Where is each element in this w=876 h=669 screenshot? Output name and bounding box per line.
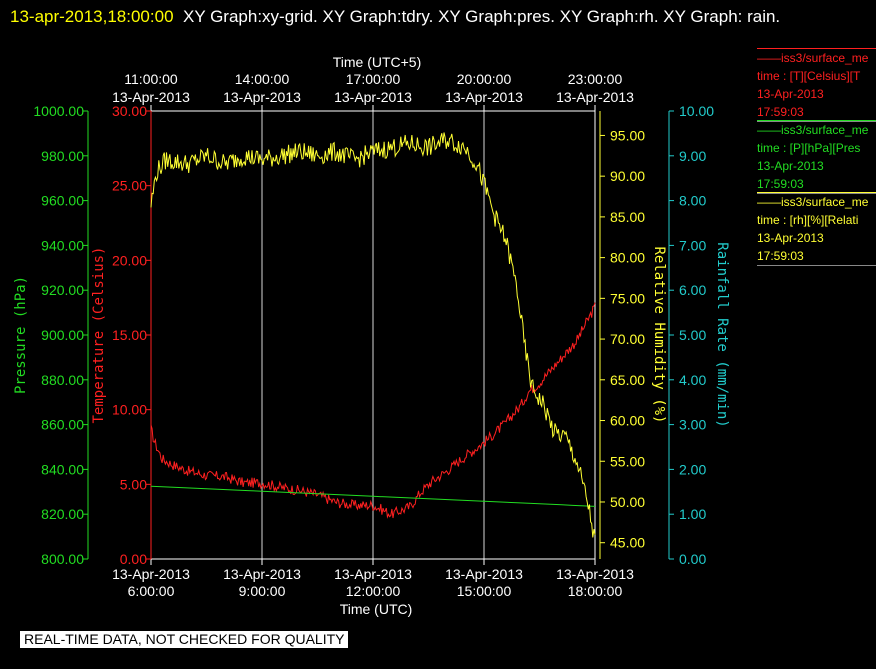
temperature-tick-label: 15.00 bbox=[112, 327, 147, 343]
legend-text: time : [rh][%][Relati bbox=[757, 213, 859, 227]
bottom-tick-time: 18:00:00 bbox=[568, 583, 623, 599]
temperature-tick-label: 10.00 bbox=[112, 402, 147, 418]
pressure-tick-label: 980.00 bbox=[41, 148, 84, 164]
legend-text: 13-Apr-2013 bbox=[757, 159, 824, 173]
rain-axis-title: Rainfall Rate (mm/min) bbox=[714, 242, 730, 427]
humidity-tick-label: 85.00 bbox=[610, 209, 645, 225]
top-tick-date: 13-Apr-2013 bbox=[112, 89, 190, 105]
bottom-tick-date: 13-Apr-2013 bbox=[112, 566, 190, 582]
legend-text: ——iss3/surface_me bbox=[757, 51, 869, 65]
temperature-series-line bbox=[150, 302, 596, 519]
legend-text: 17:59:03 bbox=[757, 103, 876, 122]
rain-tick-label: 2.00 bbox=[679, 461, 706, 477]
legend-text: time : [T][Celsius][T bbox=[757, 69, 861, 83]
pressure-series-line bbox=[150, 485, 596, 507]
pressure-tick-label: 1000.00 bbox=[33, 103, 84, 119]
legend-text: time : [P][hPa][Pres bbox=[757, 141, 861, 155]
top-tick-time: 23:00:00 bbox=[568, 71, 623, 87]
temperature-tick-label: 25.00 bbox=[112, 178, 147, 194]
bottom-tick-time: 12:00:00 bbox=[346, 583, 401, 599]
top-tick-time: 20:00:00 bbox=[457, 71, 512, 87]
humidity-tick-label: 45.00 bbox=[610, 535, 645, 551]
pressure-tick-label: 900.00 bbox=[41, 327, 84, 343]
pressure-tick-label: 920.00 bbox=[41, 282, 84, 298]
top-tick-time: 14:00:00 bbox=[235, 71, 290, 87]
bottom-axis-title: Time (UTC) bbox=[340, 601, 413, 617]
humidity-tick-label: 55.00 bbox=[610, 453, 645, 469]
humidity-tick-label: 95.00 bbox=[610, 127, 645, 143]
header-graph-list: XY Graph:xy-grid. XY Graph:tdry. XY Grap… bbox=[182, 7, 781, 26]
bottom-tick-time: 6:00:00 bbox=[128, 583, 175, 599]
top-tick-date: 13-Apr-2013 bbox=[445, 89, 523, 105]
humidity-series-line bbox=[150, 132, 596, 538]
humidity-tick-label: 80.00 bbox=[610, 250, 645, 266]
humidity-tick-label: 75.00 bbox=[610, 290, 645, 306]
humidity-tick-label: 65.00 bbox=[610, 372, 645, 388]
rain-tick-label: 10.00 bbox=[679, 103, 714, 119]
rain-tick-label: 6.00 bbox=[679, 282, 706, 298]
bottom-tick-date: 13-Apr-2013 bbox=[334, 566, 412, 582]
rain-tick-label: 7.00 bbox=[679, 237, 706, 253]
top-axis-title: Time (UTC+5) bbox=[333, 54, 422, 70]
humidity-tick-label: 90.00 bbox=[610, 168, 645, 184]
bottom-tick-date: 13-Apr-2013 bbox=[556, 566, 634, 582]
rain-tick-label: 1.00 bbox=[679, 506, 706, 522]
top-tick-date: 13-Apr-2013 bbox=[223, 89, 301, 105]
graph-header: 13-apr-2013,18:00:00 XY Graph:xy-grid. X… bbox=[10, 3, 860, 30]
bottom-tick-date: 13-Apr-2013 bbox=[445, 566, 523, 582]
humidity-tick-label: 60.00 bbox=[610, 413, 645, 429]
pressure-tick-label: 940.00 bbox=[41, 237, 84, 253]
legend-text: 13-Apr-2013 bbox=[757, 231, 824, 245]
top-tick-date: 13-Apr-2013 bbox=[556, 89, 634, 105]
temperature-tick-label: 5.00 bbox=[120, 476, 147, 492]
header-timestamp: 13-apr-2013,18:00:00 bbox=[10, 7, 174, 26]
legend-text: 17:59:03 bbox=[757, 247, 876, 266]
humidity-tick-label: 70.00 bbox=[610, 331, 645, 347]
pressure-tick-label: 880.00 bbox=[41, 372, 84, 388]
pressure-tick-label: 820.00 bbox=[41, 506, 84, 522]
bottom-tick-date: 13-Apr-2013 bbox=[223, 566, 301, 582]
humidity-axis-title: Relative Humidity (%) bbox=[651, 246, 667, 423]
humidity-tick-label: 50.00 bbox=[610, 494, 645, 510]
bottom-tick-time: 15:00:00 bbox=[457, 583, 512, 599]
temperature-tick-label: 0.00 bbox=[120, 551, 147, 567]
rain-tick-label: 0.00 bbox=[679, 551, 706, 567]
rain-tick-label: 5.00 bbox=[679, 327, 706, 343]
top-tick-time: 17:00:00 bbox=[346, 71, 401, 87]
pressure-tick-label: 800.00 bbox=[41, 551, 84, 567]
rain-tick-label: 3.00 bbox=[679, 417, 706, 433]
temperature-tick-label: 30.00 bbox=[112, 103, 147, 119]
rain-tick-label: 8.00 bbox=[679, 193, 706, 209]
pressure-tick-label: 860.00 bbox=[41, 417, 84, 433]
pressure-tick-label: 840.00 bbox=[41, 461, 84, 477]
rain-tick-label: 4.00 bbox=[679, 372, 706, 388]
rain-tick-label: 9.00 bbox=[679, 148, 706, 164]
pressure-axis-title: Pressure (hPa) bbox=[13, 276, 29, 394]
temperature-tick-label: 20.00 bbox=[112, 252, 147, 268]
legend-text: 13-Apr-2013 bbox=[757, 87, 824, 101]
legend-text: 17:59:03 bbox=[757, 175, 876, 194]
temperature-axis-title: Temperature (Celsius) bbox=[91, 246, 107, 423]
legend-text: ——iss3/surface_me bbox=[757, 195, 869, 209]
bottom-tick-time: 9:00:00 bbox=[239, 583, 286, 599]
pressure-tick-label: 960.00 bbox=[41, 193, 84, 209]
legend-text: ——iss3/surface_me bbox=[757, 123, 869, 137]
quality-notice: REAL-TIME DATA, NOT CHECKED FOR QUALITY bbox=[20, 631, 349, 648]
top-tick-time: 11:00:00 bbox=[124, 71, 178, 87]
top-tick-date: 13-Apr-2013 bbox=[334, 89, 412, 105]
